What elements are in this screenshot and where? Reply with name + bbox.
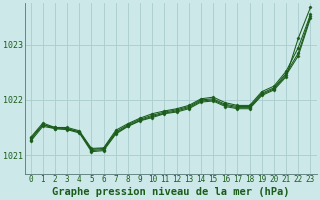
X-axis label: Graphe pression niveau de la mer (hPa): Graphe pression niveau de la mer (hPa) [52, 186, 289, 197]
